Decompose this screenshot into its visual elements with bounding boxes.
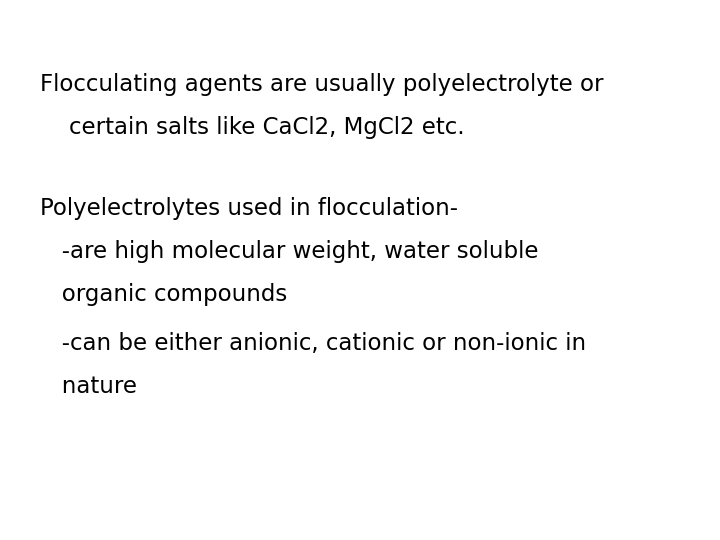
Text: organic compounds: organic compounds [40, 284, 287, 307]
Text: -are high molecular weight, water soluble: -are high molecular weight, water solubl… [40, 240, 538, 264]
Text: -can be either anionic, cationic or non-ionic in: -can be either anionic, cationic or non-… [40, 332, 586, 355]
Text: nature: nature [40, 375, 137, 399]
Text: certain salts like CaCl2, MgCl2 etc.: certain salts like CaCl2, MgCl2 etc. [40, 116, 464, 139]
Text: Polyelectrolytes used in flocculation-: Polyelectrolytes used in flocculation- [40, 197, 458, 220]
Text: Flocculating agents are usually polyelectrolyte or: Flocculating agents are usually polyelec… [40, 73, 603, 96]
